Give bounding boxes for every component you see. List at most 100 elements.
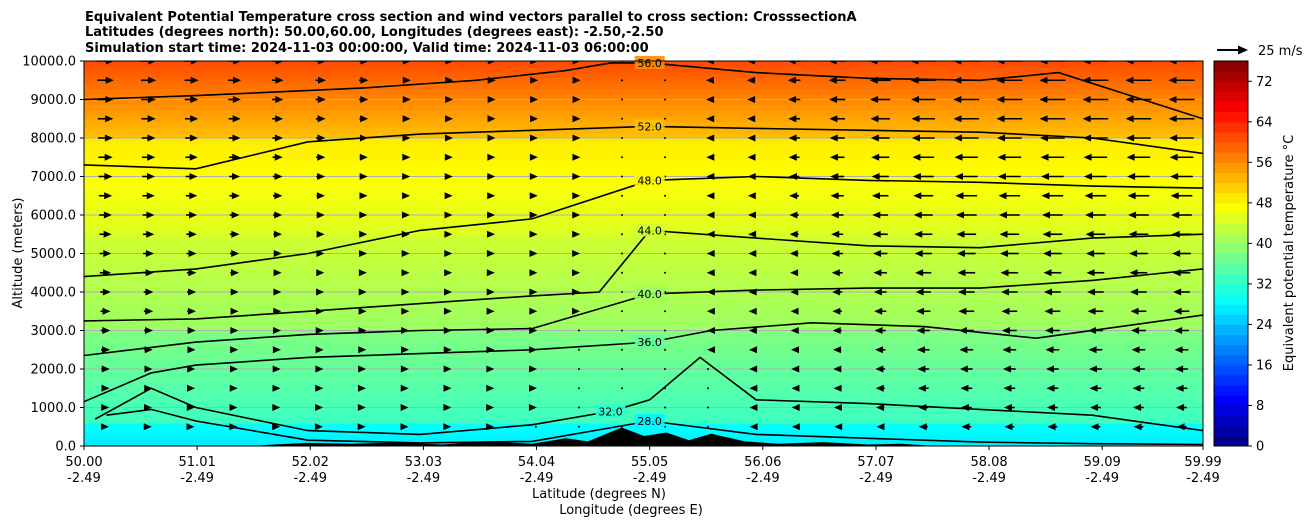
wind-vector-13-21 [997, 173, 1021, 180]
field-band-1-5 [84, 383, 1203, 391]
wind-vector-head [147, 96, 156, 103]
wind-vector-head [1046, 404, 1055, 411]
wind-vector-head [315, 307, 324, 315]
wind-vector-head [871, 173, 880, 180]
wind-vector-1-21 [1003, 404, 1015, 411]
wind-vector-7-19 [915, 288, 931, 296]
wind-vector-15-7 [402, 134, 411, 142]
wind-vector-head [998, 211, 1007, 219]
wind-vector-head [706, 76, 715, 84]
wind-vector-head [148, 76, 157, 84]
wind-vector-13-10 [529, 173, 538, 180]
wind-vector-head [232, 96, 241, 103]
wind-vector-9-7 [401, 250, 410, 257]
wind-vector-head [997, 153, 1006, 161]
wind-vector-3-22 [1045, 365, 1059, 373]
wind-vector-head [401, 327, 410, 334]
field-band-2-9 [84, 261, 1203, 270]
wind-vector-12-21 [998, 192, 1021, 200]
colorbar-tick-label-6: 48 [1256, 196, 1273, 211]
field-band-3-13 [84, 138, 1203, 146]
wind-vector-8-20 [957, 269, 976, 277]
wind-vector-head [832, 288, 841, 296]
wind-vector-6-14 [706, 307, 715, 315]
colorbar-level-10 [1214, 334, 1248, 346]
wind-vector-head [358, 307, 367, 315]
wind-vector-head [1083, 134, 1092, 142]
x-tick-label-lon-2: -2.49 [293, 471, 327, 486]
wind-vector-head [791, 423, 800, 431]
wind-vector-head [145, 269, 154, 277]
wind-vector-6-8 [443, 307, 452, 315]
wind-vector-5-2 [187, 327, 196, 334]
wind-vector-head [189, 173, 198, 180]
colorbar-label: Equivalent potential temperature °C [1282, 135, 1297, 371]
wind-vector-12-4 [272, 192, 283, 200]
wind-vector-10-15 [748, 230, 757, 238]
wind-vector-head [189, 153, 198, 161]
wind-vector-head [189, 211, 198, 219]
wind-vector-head [1045, 365, 1054, 373]
wind-vector-head [791, 365, 800, 373]
wind-vector-head [1168, 61, 1177, 65]
wind-vector-12-15 [747, 192, 756, 200]
wind-vector-14-8 [444, 153, 453, 161]
colorbar-tick-label-9: 72 [1256, 75, 1273, 90]
wind-vector-head [360, 115, 369, 123]
wind-vector-head [402, 173, 411, 180]
wind-vector-19-24 [1125, 61, 1152, 65]
wind-vector-head [486, 327, 495, 334]
wind-vector-5-23 [1088, 327, 1103, 334]
wind-vector-head [232, 134, 241, 142]
wind-vector-15-9 [487, 134, 496, 142]
colorbar-level-22 [1214, 212, 1248, 224]
wind-vector-head [486, 404, 495, 411]
wind-vector-head [444, 230, 453, 238]
wind-vector-13-12 [620, 175, 623, 178]
colorbar-level-33 [1214, 101, 1248, 113]
wind-vector-head [231, 230, 240, 238]
wind-vector-13-0 [98, 173, 113, 180]
wind-vector-9-1 [143, 250, 154, 257]
wind-vector-17-16 [788, 96, 801, 103]
wind-vector-17-24 [1125, 96, 1152, 103]
wind-vector-13-2 [185, 173, 198, 180]
y-tick-label-9: 9000.0 [31, 93, 77, 108]
wind-vector-head [791, 346, 800, 354]
wind-vector-head [955, 211, 964, 219]
wind-vector-15-18 [870, 134, 890, 142]
colorbar-level-34 [1214, 91, 1248, 103]
wind-vector-1-22 [1046, 404, 1058, 411]
wind-vector-4-5 [315, 346, 324, 354]
wind-vector-9-25 [1172, 250, 1191, 257]
field-band-4-10 [84, 77, 1203, 84]
wind-vector-13-8 [444, 173, 453, 180]
field-band-3-9 [84, 165, 1203, 173]
wind-vector-8-14 [706, 269, 715, 277]
colorbar-level-31 [1214, 121, 1248, 133]
wind-vector-19-4 [271, 61, 284, 65]
wind-vector-3-21 [1002, 365, 1016, 373]
wind-vector-head [187, 365, 196, 373]
wind-vector-15-15 [747, 134, 756, 142]
wind-vector-head [869, 76, 878, 84]
wind-vector-head [1000, 269, 1009, 277]
wind-vector-head [360, 76, 369, 84]
wind-vector-12-24 [1127, 192, 1150, 200]
wind-vector-head [275, 61, 284, 65]
wind-vector-8-11 [572, 269, 581, 277]
wind-vector-0-8 [443, 423, 452, 431]
colorbar-level-12 [1214, 314, 1248, 325]
colorbar-tick-label-1: 8 [1256, 399, 1264, 414]
wind-vector-head [190, 115, 199, 123]
wind-vector-5-9 [486, 327, 495, 334]
wind-vector-head [788, 153, 797, 161]
wind-vector-5-21 [1001, 327, 1017, 334]
wind-vector-head [487, 76, 496, 84]
wind-vector-19-20 [953, 61, 980, 65]
wind-vector-7-4 [273, 288, 282, 296]
wind-vector-head [834, 423, 843, 431]
wind-vector-12-20 [955, 192, 978, 200]
wind-vector-10-14 [706, 230, 715, 238]
wind-vector-head [787, 76, 796, 84]
